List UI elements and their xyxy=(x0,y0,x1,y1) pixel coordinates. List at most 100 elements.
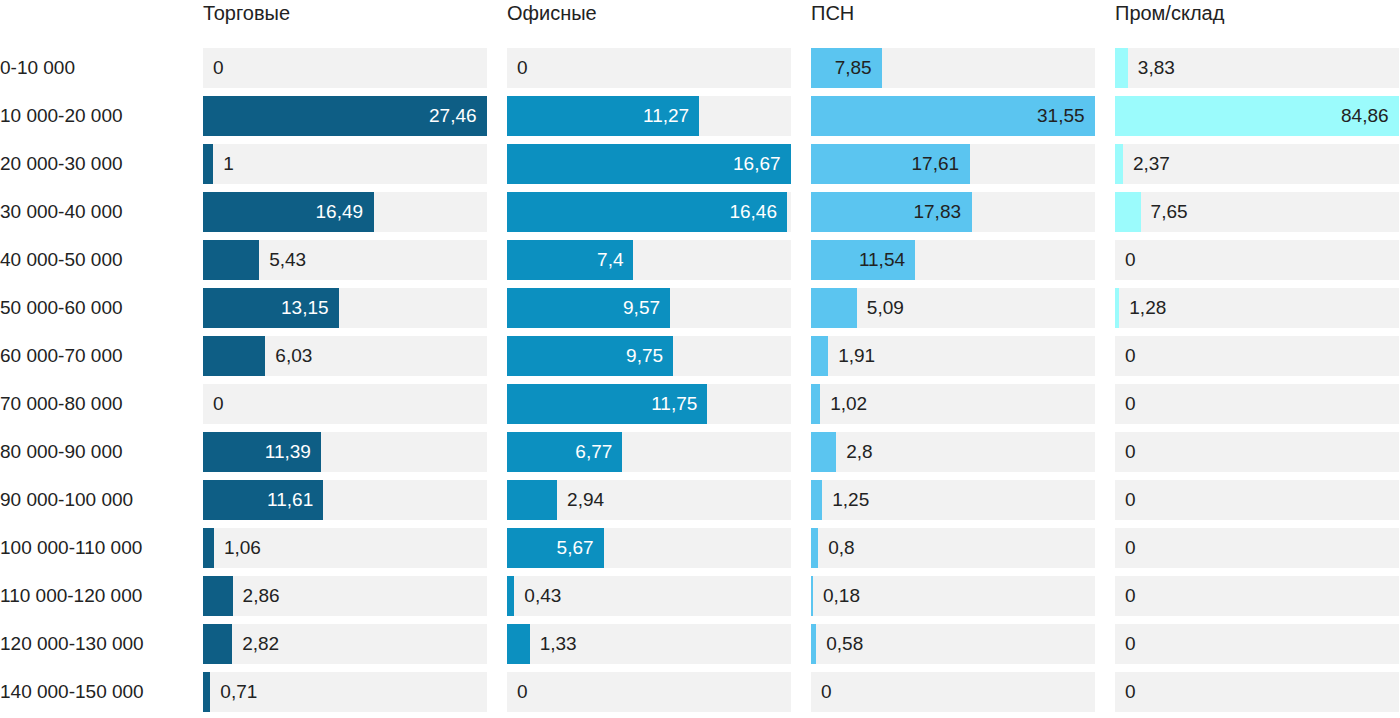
bar xyxy=(507,576,514,616)
bar-value-label: 0 xyxy=(517,672,528,712)
bar-track: 7,65 xyxy=(1115,192,1399,232)
bar-value-label: 0 xyxy=(1125,240,1136,280)
bar-value-label: 0 xyxy=(1125,576,1136,616)
bar-track: 84,86 xyxy=(1115,96,1399,136)
bar-value-label: 1,25 xyxy=(832,480,869,520)
bar-value-label: 2,86 xyxy=(243,576,280,616)
bar-value-label: 1,91 xyxy=(838,336,875,376)
bar-value-label: 2,8 xyxy=(846,432,872,472)
row-label: 100 000-110 000 xyxy=(0,528,183,568)
bar-track: 5,09 xyxy=(811,288,1095,328)
bar xyxy=(811,528,818,568)
bar-value-label: 13,15 xyxy=(281,288,329,328)
bar-track: 0 xyxy=(1115,576,1399,616)
bar-track: 0 xyxy=(1115,480,1399,520)
bar-track: 11,54 xyxy=(811,240,1095,280)
bar-track: 31,55 xyxy=(811,96,1095,136)
bar-value-label: 0 xyxy=(1125,624,1136,664)
bar-value-label: 17,61 xyxy=(912,144,960,184)
row-label: 140 000-150 000 xyxy=(0,672,183,712)
bar xyxy=(811,576,813,616)
bar-track: 2,82 xyxy=(203,624,487,664)
bar xyxy=(1115,48,1128,88)
row-label: 30 000-40 000 xyxy=(0,192,183,232)
bar-value-label: 84,86 xyxy=(1341,96,1389,136)
bar-track: 0 xyxy=(1115,432,1399,472)
bar-track: 0 xyxy=(203,384,487,424)
bar-track: 2,94 xyxy=(507,480,791,520)
bar-track: 0 xyxy=(1115,240,1399,280)
bar-track: 5,67 xyxy=(507,528,791,568)
bar-track: 0 xyxy=(507,48,791,88)
bar-track: 0 xyxy=(1115,384,1399,424)
bar-track: 7,4 xyxy=(507,240,791,280)
bar-track: 1,06 xyxy=(203,528,487,568)
row-label: 60 000-70 000 xyxy=(0,336,183,376)
bar-value-label: 0,58 xyxy=(826,624,863,664)
bar-track: 1,33 xyxy=(507,624,791,664)
bar-chart: Торговые Офисные ПСН Пром/склад 0-10 000… xyxy=(0,0,1399,712)
bar xyxy=(811,336,828,376)
bar xyxy=(811,432,836,472)
bar-track: 11,61 xyxy=(203,480,487,520)
bar-track: 17,61 xyxy=(811,144,1095,184)
bar-value-label: 0 xyxy=(1125,336,1136,376)
row-label: 70 000-80 000 xyxy=(0,384,183,424)
bar-value-label: 11,39 xyxy=(265,432,311,472)
bar-track: 1,91 xyxy=(811,336,1095,376)
bar-value-label: 1,33 xyxy=(540,624,577,664)
bar-track: 16,67 xyxy=(507,144,791,184)
bar xyxy=(811,624,816,664)
bar xyxy=(1115,288,1119,328)
bar-track: 5,43 xyxy=(203,240,487,280)
bar xyxy=(203,240,259,280)
bar xyxy=(203,336,265,376)
bar xyxy=(811,288,857,328)
bar-value-label: 5,67 xyxy=(557,528,594,568)
bar-track: 2,37 xyxy=(1115,144,1399,184)
bar-value-label: 1,06 xyxy=(224,528,261,568)
bar-track: 0,71 xyxy=(203,672,487,712)
bar-value-label: 2,94 xyxy=(567,480,604,520)
row-label: 20 000-30 000 xyxy=(0,144,183,184)
row-label: 50 000-60 000 xyxy=(0,288,183,328)
row-label: 80 000-90 000 xyxy=(0,432,183,472)
bar-value-label: 0 xyxy=(1125,480,1136,520)
bar-track: 0 xyxy=(507,672,791,712)
bar-value-label: 5,43 xyxy=(269,240,306,280)
bar-value-label: 0 xyxy=(213,48,224,88)
bar-track: 17,83 xyxy=(811,192,1095,232)
bar-track: 0 xyxy=(203,48,487,88)
row-label: 0-10 000 xyxy=(0,48,183,88)
bar xyxy=(507,624,530,664)
bar-value-label: 9,75 xyxy=(626,336,663,376)
bar-value-label: 1,02 xyxy=(830,384,867,424)
bar xyxy=(203,672,210,712)
bar-track: 6,77 xyxy=(507,432,791,472)
bar-track: 0,18 xyxy=(811,576,1095,616)
bar-value-label: 0,71 xyxy=(220,672,257,712)
column-header-psn: ПСН xyxy=(811,0,1095,30)
bar-track: 7,85 xyxy=(811,48,1095,88)
bar-value-label: 2,82 xyxy=(242,624,279,664)
bar-value-label: 7,65 xyxy=(1151,192,1188,232)
bar xyxy=(811,384,820,424)
bar-value-label: 9,57 xyxy=(623,288,660,328)
bar-value-label: 31,55 xyxy=(1037,96,1085,136)
bar-value-label: 0 xyxy=(1125,384,1136,424)
bar-track: 11,27 xyxy=(507,96,791,136)
bar xyxy=(811,480,822,520)
bar-value-label: 0 xyxy=(1125,528,1136,568)
row-label: 120 000-130 000 xyxy=(0,624,183,664)
bar-track: 0 xyxy=(1115,624,1399,664)
column-header-ofisnye: Офисные xyxy=(507,0,791,30)
bar-value-label: 6,77 xyxy=(575,432,612,472)
row-label: 110 000-120 000 xyxy=(0,576,183,616)
bar-track: 2,8 xyxy=(811,432,1095,472)
column-header-torgovye: Торговые xyxy=(203,0,487,30)
bar-value-label: 1 xyxy=(223,144,234,184)
bar-value-label: 6,03 xyxy=(275,336,312,376)
bar xyxy=(203,528,214,568)
bar-value-label: 16,67 xyxy=(733,144,781,184)
bar-value-label: 0,18 xyxy=(823,576,860,616)
